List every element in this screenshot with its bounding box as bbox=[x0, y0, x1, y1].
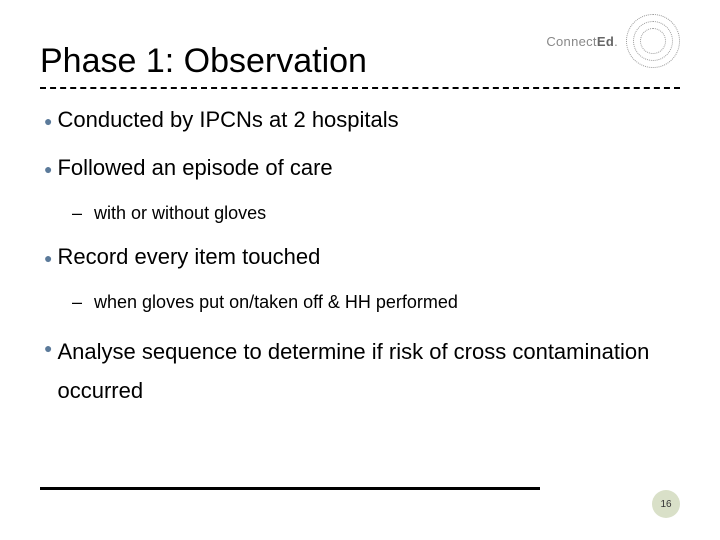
bullet-dot-icon: ● bbox=[44, 155, 52, 183]
bullet-level2: – when gloves put on/taken off & HH perf… bbox=[72, 292, 680, 313]
bullet-level1: ● Analyse sequence to determine if risk … bbox=[44, 333, 680, 410]
bullet-text: when gloves put on/taken off & HH perfor… bbox=[94, 292, 458, 313]
bullet-dot-icon: ● bbox=[44, 333, 52, 363]
bullet-text: with or without gloves bbox=[94, 203, 266, 224]
brand-logo: ConnectEd. bbox=[546, 14, 680, 68]
bullet-text: Record every item touched bbox=[57, 244, 320, 270]
bullet-level2: – with or without gloves bbox=[72, 203, 680, 224]
bullet-text: Analyse sequence to determine if risk of… bbox=[57, 333, 680, 410]
bullet-text: Followed an episode of care bbox=[57, 155, 332, 181]
brand-circle-icon bbox=[626, 14, 680, 68]
page-number-badge: 16 bbox=[652, 490, 680, 518]
bullet-level1: ● Conducted by IPCNs at 2 hospitals bbox=[44, 107, 680, 135]
brand-text: ConnectEd. bbox=[546, 34, 618, 49]
bullet-dot-icon: ● bbox=[44, 107, 52, 135]
bullet-text: Conducted by IPCNs at 2 hospitals bbox=[57, 107, 398, 133]
bullet-dash-icon: – bbox=[72, 292, 82, 313]
bullet-dash-icon: – bbox=[72, 203, 82, 224]
slide: ConnectEd. Phase 1: Observation ● Conduc… bbox=[0, 0, 720, 540]
bullet-level1: ● Record every item touched bbox=[44, 244, 680, 272]
title-divider bbox=[40, 87, 680, 89]
brand-part1: Connect bbox=[546, 34, 597, 49]
content-area: ● Conducted by IPCNs at 2 hospitals ● Fo… bbox=[40, 107, 680, 410]
bullet-dot-icon: ● bbox=[44, 244, 52, 272]
bullet-level1: ● Followed an episode of care bbox=[44, 155, 680, 183]
brand-suffix: . bbox=[614, 34, 618, 49]
footer-divider bbox=[40, 487, 540, 490]
brand-part2: Ed bbox=[597, 34, 614, 49]
page-number: 16 bbox=[660, 499, 671, 510]
